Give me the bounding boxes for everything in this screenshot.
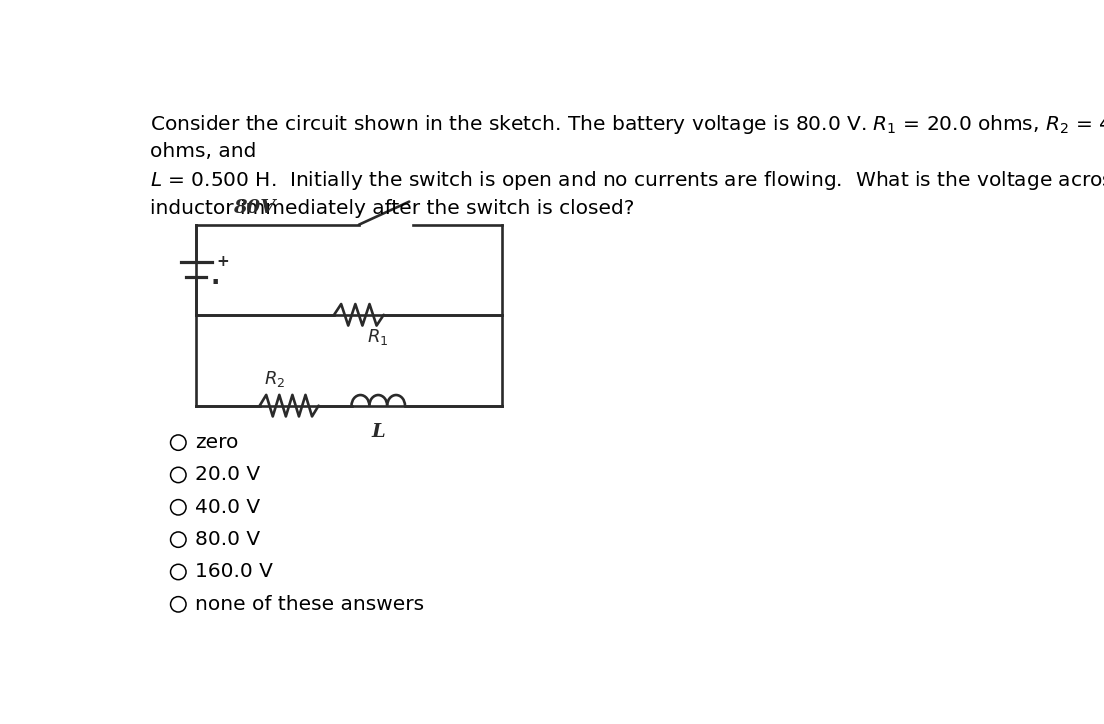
Text: zero: zero — [195, 433, 238, 452]
Text: $R_1$: $R_1$ — [367, 327, 388, 347]
Text: none of these answers: none of these answers — [195, 595, 424, 614]
Text: Consider the circuit shown in the sketch. The battery voltage is 80.0 V. $R_1$ =: Consider the circuit shown in the sketch… — [150, 113, 1104, 136]
Text: .: . — [211, 265, 220, 289]
Text: ohms, and: ohms, and — [150, 143, 256, 161]
Text: 160.0 V: 160.0 V — [195, 563, 273, 581]
Text: 20.0 V: 20.0 V — [195, 466, 261, 484]
Text: $R_2$: $R_2$ — [264, 369, 285, 389]
Text: 80V: 80V — [233, 199, 275, 217]
Text: L: L — [371, 423, 385, 441]
Text: 40.0 V: 40.0 V — [195, 498, 261, 517]
Text: inductor immediately after the switch is closed?: inductor immediately after the switch is… — [150, 198, 634, 217]
Text: +: + — [216, 254, 229, 269]
Text: 80.0 V: 80.0 V — [195, 530, 261, 549]
Text: $L$ = 0.500 H.  Initially the switch is open and no currents are flowing.  What : $L$ = 0.500 H. Initially the switch is o… — [150, 169, 1104, 193]
